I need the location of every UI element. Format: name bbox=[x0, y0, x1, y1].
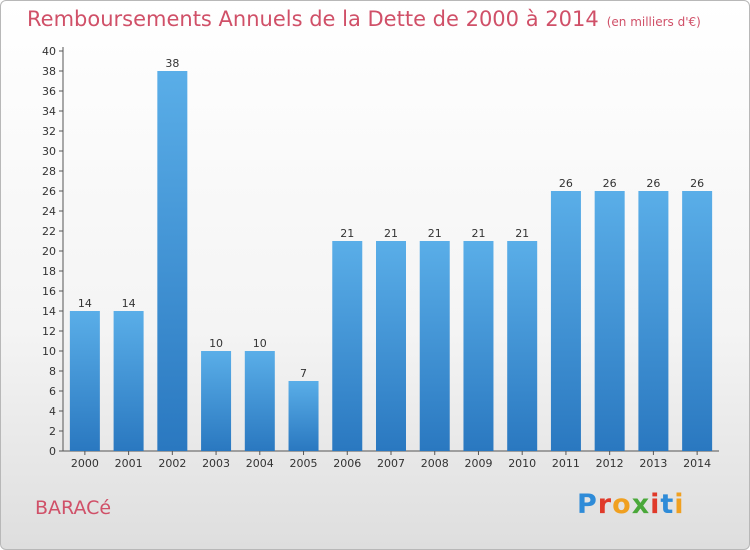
y-tick-label: 24 bbox=[42, 205, 56, 218]
y-tick-label: 2 bbox=[49, 425, 56, 438]
bar-value-label: 14 bbox=[122, 297, 136, 310]
bar-value-label: 21 bbox=[471, 227, 485, 240]
bar-value-label: 21 bbox=[340, 227, 354, 240]
y-tick-label: 40 bbox=[42, 45, 56, 58]
bar-value-label: 14 bbox=[78, 297, 92, 310]
y-tick-label: 6 bbox=[49, 385, 56, 398]
x-tick-label: 2002 bbox=[158, 457, 186, 470]
bar bbox=[376, 241, 406, 451]
bar-value-label: 21 bbox=[428, 227, 442, 240]
y-tick-label: 38 bbox=[42, 65, 56, 78]
x-tick-label: 2011 bbox=[552, 457, 580, 470]
bar-value-label: 10 bbox=[209, 337, 223, 350]
bar bbox=[507, 241, 538, 451]
x-tick-label: 2013 bbox=[639, 457, 667, 470]
bar-value-label: 26 bbox=[646, 177, 660, 190]
y-tick-label: 18 bbox=[42, 265, 56, 278]
bar bbox=[244, 351, 275, 451]
y-tick-label: 0 bbox=[49, 445, 56, 458]
logo-letter: o bbox=[612, 489, 632, 520]
bar bbox=[682, 191, 713, 451]
x-tick-label: 2005 bbox=[290, 457, 318, 470]
x-tick-label: 2012 bbox=[596, 457, 624, 470]
y-tick-label: 36 bbox=[42, 85, 56, 98]
y-tick-label: 30 bbox=[42, 145, 56, 158]
y-tick-label: 22 bbox=[42, 225, 56, 238]
logo-letter: i bbox=[650, 489, 661, 520]
x-tick-label: 2014 bbox=[683, 457, 711, 470]
bar bbox=[594, 191, 625, 451]
x-tick-label: 2010 bbox=[508, 457, 536, 470]
y-tick-label: 32 bbox=[42, 125, 56, 138]
proxiti-logo: Proxiti bbox=[577, 489, 685, 520]
chart-title: Remboursements Annuels de la Dette de 20… bbox=[27, 7, 701, 31]
bar-value-label: 21 bbox=[515, 227, 529, 240]
logo-letter: t bbox=[660, 489, 675, 520]
y-tick-label: 16 bbox=[42, 285, 56, 298]
bar-value-label: 21 bbox=[384, 227, 398, 240]
y-tick-label: 26 bbox=[42, 185, 56, 198]
bar-value-label: 38 bbox=[165, 57, 179, 70]
chart-title-text: Remboursements Annuels de la Dette de 20… bbox=[27, 7, 599, 31]
bar-value-label: 10 bbox=[253, 337, 267, 350]
bar bbox=[638, 191, 669, 451]
bar bbox=[201, 351, 232, 451]
y-tick-label: 14 bbox=[42, 305, 56, 318]
x-tick-label: 2004 bbox=[246, 457, 274, 470]
x-tick-label: 2006 bbox=[333, 457, 361, 470]
logo-letter: r bbox=[597, 489, 613, 520]
bars: 14 14 38 10 10 7 21 21 21 21 21 26 26 26 26 bbox=[69, 57, 713, 451]
y-tick-label: 34 bbox=[42, 105, 56, 118]
bar-value-label: 7 bbox=[300, 367, 307, 380]
x-tick-label: 2001 bbox=[115, 457, 143, 470]
bar-value-label: 26 bbox=[690, 177, 704, 190]
y-tick-label: 4 bbox=[49, 405, 56, 418]
x-tick-label: 2008 bbox=[421, 457, 449, 470]
x-tick-label: 2009 bbox=[464, 457, 492, 470]
bar-value-label: 26 bbox=[603, 177, 617, 190]
x-tick-label: 2000 bbox=[71, 457, 99, 470]
bar bbox=[550, 191, 581, 451]
logo-letter: i bbox=[674, 489, 685, 520]
bar bbox=[288, 381, 319, 451]
x-tick-label: 2007 bbox=[377, 457, 405, 470]
logo-letter: P bbox=[577, 489, 598, 520]
bar bbox=[419, 241, 450, 451]
bar bbox=[157, 71, 188, 451]
x-tick-label: 2003 bbox=[202, 457, 230, 470]
commune-name: BARACé bbox=[35, 497, 112, 519]
bar bbox=[113, 311, 144, 451]
logo-letter: x bbox=[631, 489, 651, 520]
bar bbox=[463, 241, 494, 451]
y-tick-label: 28 bbox=[42, 165, 56, 178]
y-tick-label: 20 bbox=[42, 245, 56, 258]
bar bbox=[332, 241, 363, 451]
bar-value-label: 26 bbox=[559, 177, 573, 190]
axes: 0246810121416182022242628303234363840200… bbox=[42, 45, 719, 470]
y-tick-label: 10 bbox=[42, 345, 56, 358]
bar bbox=[69, 311, 100, 451]
y-tick-label: 12 bbox=[42, 325, 56, 338]
y-tick-label: 8 bbox=[49, 365, 56, 378]
chart-unit: (en milliers d'€) bbox=[606, 15, 701, 29]
